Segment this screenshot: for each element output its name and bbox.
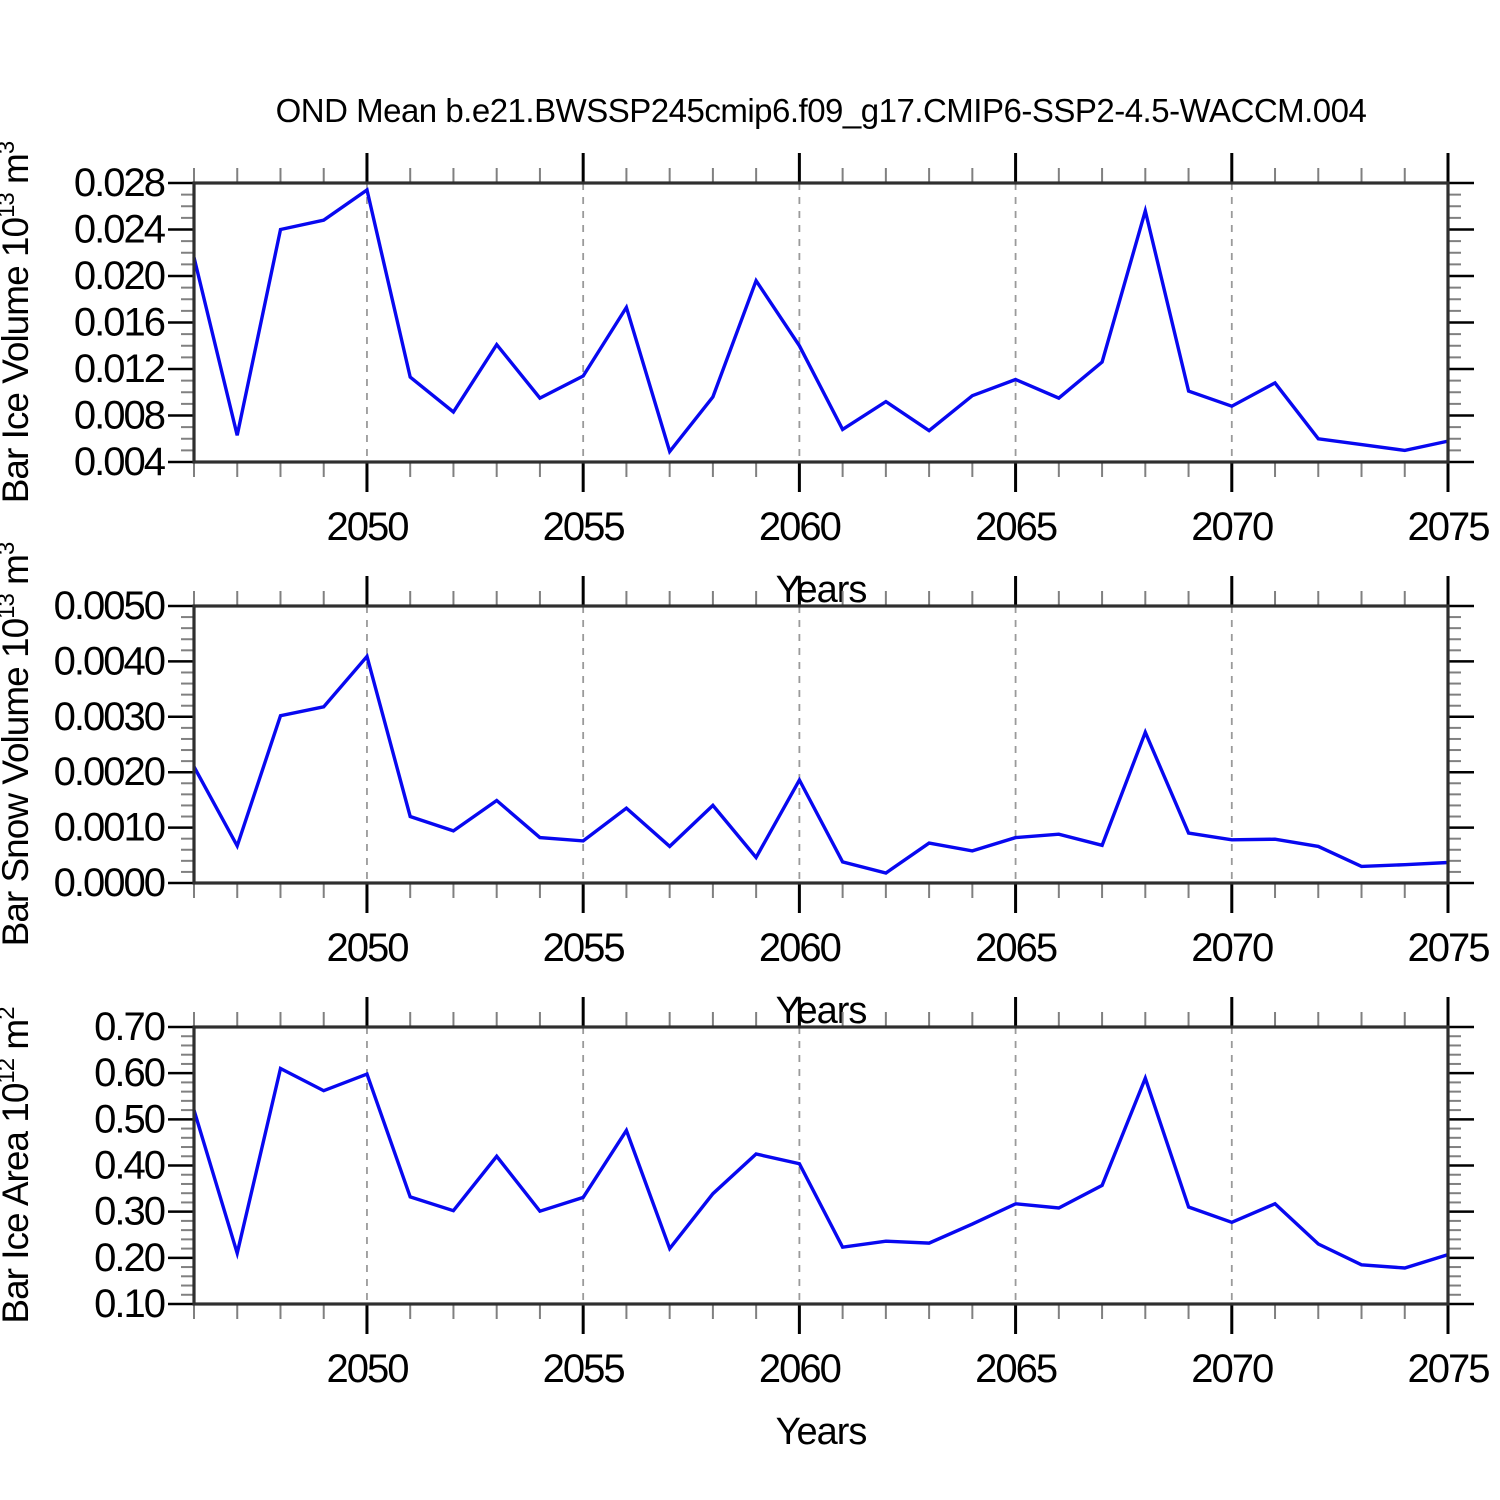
x-tick-label: 2075 bbox=[1408, 926, 1490, 970]
x-tick-label: 2075 bbox=[1408, 505, 1490, 549]
x-tick-label: 2065 bbox=[975, 505, 1057, 549]
y-axis-title-superscript: 2 bbox=[0, 1007, 20, 1020]
y-tick-label: 0.10 bbox=[94, 1282, 165, 1326]
y-axis-title-text: m bbox=[0, 1020, 36, 1059]
series-line-bar-ice-area bbox=[192, 1065, 1449, 1270]
y-tick-label: 0.0020 bbox=[54, 750, 165, 794]
x-tick-label: 2055 bbox=[543, 926, 625, 970]
plot-frame bbox=[192, 1025, 1450, 1306]
panel-bar-snow-volume: 0.0000 0.0010 0.0020 0.0030 0.0040 0.0050 2050… bbox=[0, 542, 1491, 1032]
x-tick-label: 2055 bbox=[543, 1347, 625, 1391]
y-tick-label: 0.20 bbox=[94, 1236, 165, 1280]
y-tick-label: 0.0040 bbox=[54, 639, 165, 683]
x-tick-label: 2075 bbox=[1408, 1347, 1490, 1391]
panel-bar-ice-area: 0.100.200.300.400.500.600.70 2050 2055 2060… bbox=[0, 997, 1491, 1453]
x-tick-label: 2055 bbox=[543, 505, 625, 549]
y-tick-label: 0.020 bbox=[74, 254, 165, 298]
y-tick-label: 0.028 bbox=[74, 161, 165, 205]
x-tick-label: 2050 bbox=[326, 505, 408, 549]
y-axis-title-text: Bar Ice Area 10 bbox=[0, 1083, 36, 1323]
x-tick-label: 2060 bbox=[759, 1347, 841, 1391]
y-tick-label: 0.30 bbox=[94, 1190, 165, 1234]
y-tick-label: 0.016 bbox=[74, 301, 165, 345]
x-tick-label: 2065 bbox=[975, 926, 1057, 970]
x-axis-title: Years bbox=[776, 990, 867, 1032]
x-axis-title: Years bbox=[776, 569, 867, 611]
y-tick-label: 0.0000 bbox=[54, 861, 165, 905]
y-axis-title: Bar Snow Volume 1013 m3 bbox=[0, 542, 36, 946]
y-tick-label: 0.008 bbox=[74, 394, 165, 438]
y-axis-title-text: Bar Ice Volume 10 bbox=[0, 217, 36, 503]
y-tick-label: 0.50 bbox=[94, 1097, 165, 1141]
y-axis-title-superscript: 13 bbox=[0, 193, 20, 218]
plot-frame bbox=[192, 181, 1450, 464]
x-tick-label: 2050 bbox=[326, 926, 408, 970]
y-tick-label: 0.70 bbox=[94, 1005, 165, 1049]
y-axis-title-text: m bbox=[0, 154, 36, 193]
y-axis-title: Bar Ice Area 1012 m2 bbox=[0, 1007, 36, 1324]
y-tick-label: 0.012 bbox=[74, 347, 165, 391]
series-line-bar-ice-volume bbox=[192, 187, 1449, 456]
x-tick-label: 2070 bbox=[1191, 1347, 1273, 1391]
x-tick-label: 2070 bbox=[1191, 926, 1273, 970]
series-line-bar-snow-volume bbox=[192, 652, 1449, 875]
y-axis-title: Bar Ice Volume 1013 m3 bbox=[0, 141, 36, 503]
y-axis-title-superscript: 3 bbox=[0, 141, 20, 154]
y-axis-title-superscript: 13 bbox=[0, 593, 20, 618]
y-tick-label: 0.0010 bbox=[54, 806, 165, 850]
plot-frame bbox=[192, 604, 1450, 885]
y-tick-label: 0.60 bbox=[94, 1051, 165, 1095]
x-tick-label: 2050 bbox=[326, 1347, 408, 1391]
x-tick-label: 2070 bbox=[1191, 505, 1273, 549]
x-tick-label: 2060 bbox=[759, 926, 841, 970]
y-tick-label: 0.0030 bbox=[54, 695, 165, 739]
x-tick-label: 2060 bbox=[759, 505, 841, 549]
x-axis-title: Years bbox=[776, 1411, 867, 1453]
y-tick-label: 0.40 bbox=[94, 1144, 165, 1188]
y-axis-title-text: m bbox=[0, 555, 36, 594]
y-axis-title-superscript: 3 bbox=[0, 542, 20, 555]
x-tick-label: 2065 bbox=[975, 1347, 1057, 1391]
y-axis-title-text: Bar Snow Volume 10 bbox=[0, 618, 36, 946]
y-axis-title-superscript: 12 bbox=[0, 1058, 20, 1083]
y-tick-label: 0.004 bbox=[74, 440, 166, 484]
y-tick-label: 0.0050 bbox=[54, 584, 165, 628]
chart-title: OND Mean b.e21.BWSSP245cmip6.f09_g17.CMI… bbox=[276, 92, 1367, 129]
y-tick-label: 0.024 bbox=[74, 208, 166, 252]
